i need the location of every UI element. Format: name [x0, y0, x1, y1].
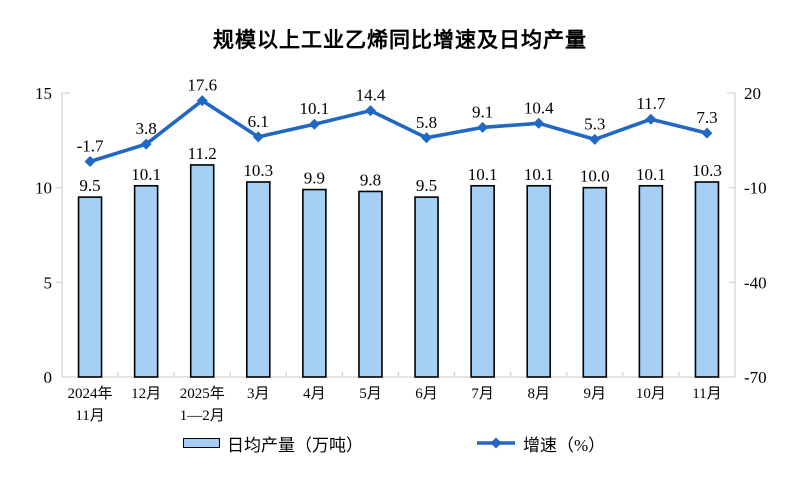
- x-axis-label: 11月: [75, 408, 104, 424]
- line-marker: [421, 132, 433, 144]
- x-axis-label: 8月: [527, 386, 550, 402]
- x-axis-label: 9月: [584, 386, 607, 402]
- bar: [526, 184, 552, 378]
- line-marker: [84, 155, 96, 167]
- line-marker-icon: [477, 437, 515, 449]
- axes: [56, 92, 736, 378]
- left-axis-tick-label: 5: [44, 273, 53, 292]
- bar-value-label: 10.3: [243, 161, 273, 180]
- x-axis-label: 2025年: [180, 385, 225, 402]
- bar: [77, 196, 103, 378]
- line-value-label: 10.1: [300, 99, 330, 118]
- growth-line: [89, 98, 708, 164]
- legend-item-growth: 增速（%）: [476, 432, 606, 455]
- bar: [582, 186, 608, 378]
- x-axis-label: 2024年: [68, 385, 113, 402]
- line-value-label: 5.8: [416, 113, 437, 132]
- line-marker: [477, 121, 489, 133]
- line-marker: [533, 117, 545, 129]
- bar: [358, 190, 383, 378]
- line-marker: [589, 133, 601, 145]
- bar: [245, 181, 271, 378]
- right-axis-tick-label: -40: [744, 273, 767, 292]
- bar-value-label: 9.8: [360, 170, 381, 189]
- line-value-label: 17.6: [187, 76, 217, 95]
- bar-value-label: 10.1: [524, 165, 554, 184]
- bar-value-label: 9.5: [416, 176, 437, 195]
- x-axis-label: 5月: [359, 386, 382, 402]
- left-axis-tick-label: 10: [35, 179, 52, 198]
- x-axis-label: 10月: [636, 386, 666, 402]
- bar-swatch-icon: [183, 438, 220, 448]
- x-axis-label: 6月: [415, 386, 438, 402]
- x-axis-label: 11月: [692, 386, 721, 402]
- line-marker: [645, 113, 657, 125]
- bar: [470, 184, 495, 378]
- line-value-label: 9.1: [472, 102, 493, 121]
- line-marker: [252, 131, 264, 143]
- bar: [638, 184, 664, 378]
- x-axis-label: 4月: [303, 386, 326, 402]
- line-marker: [140, 138, 152, 150]
- legend-line-label: 增速（%）: [523, 435, 606, 455]
- bar-value-label: 10.3: [692, 161, 722, 180]
- legend-bar-label: 日均产量（万吨）: [227, 435, 363, 455]
- bar-value-label: 10.1: [636, 165, 666, 184]
- line-value-label: -1.7: [77, 136, 104, 155]
- x-axis-label: 3月: [247, 386, 270, 402]
- bar: [133, 184, 159, 378]
- bar-value-label: 10.1: [131, 165, 161, 184]
- bar: [189, 164, 215, 378]
- line-value-label: 3.8: [136, 119, 157, 138]
- bar-value-label: 10.0: [580, 167, 610, 186]
- chart-title: 规模以上工业乙烯同比增速及日均产量: [213, 29, 587, 52]
- line-value-label: 10.4: [524, 98, 554, 117]
- line-marker: [196, 95, 208, 107]
- bar-value-label: 9.5: [79, 176, 100, 195]
- bar: [414, 196, 439, 378]
- line-marker: [701, 127, 713, 139]
- right-axis-tick-label: -70: [744, 368, 767, 387]
- bar: [694, 181, 720, 378]
- left-axis-tick-label: 0: [44, 368, 53, 387]
- line-marker: [364, 105, 376, 117]
- line-value-label: 5.3: [584, 114, 605, 133]
- x-axis-label: 12月: [131, 386, 161, 402]
- line-marker: [308, 118, 320, 130]
- x-axis-label: 1—2月: [180, 408, 225, 424]
- line-value-label: 7.3: [696, 108, 717, 127]
- bar-value-label: 11.2: [188, 144, 217, 163]
- line-value-label: 6.1: [248, 112, 269, 131]
- x-axis-label: 7月: [471, 386, 494, 402]
- bar-value-label: 9.9: [304, 169, 325, 188]
- right-axis-tick-label: -10: [744, 179, 767, 198]
- right-axis-tick-label: 20: [744, 84, 761, 103]
- left-axis-tick-label: 15: [35, 84, 52, 103]
- legend-item-production: 日均产量（万吨）: [183, 432, 363, 455]
- bar-value-label: 10.1: [468, 165, 498, 184]
- line-value-label: 11.7: [636, 94, 666, 113]
- line-value-label: 14.4: [356, 86, 386, 105]
- bar: [302, 188, 327, 378]
